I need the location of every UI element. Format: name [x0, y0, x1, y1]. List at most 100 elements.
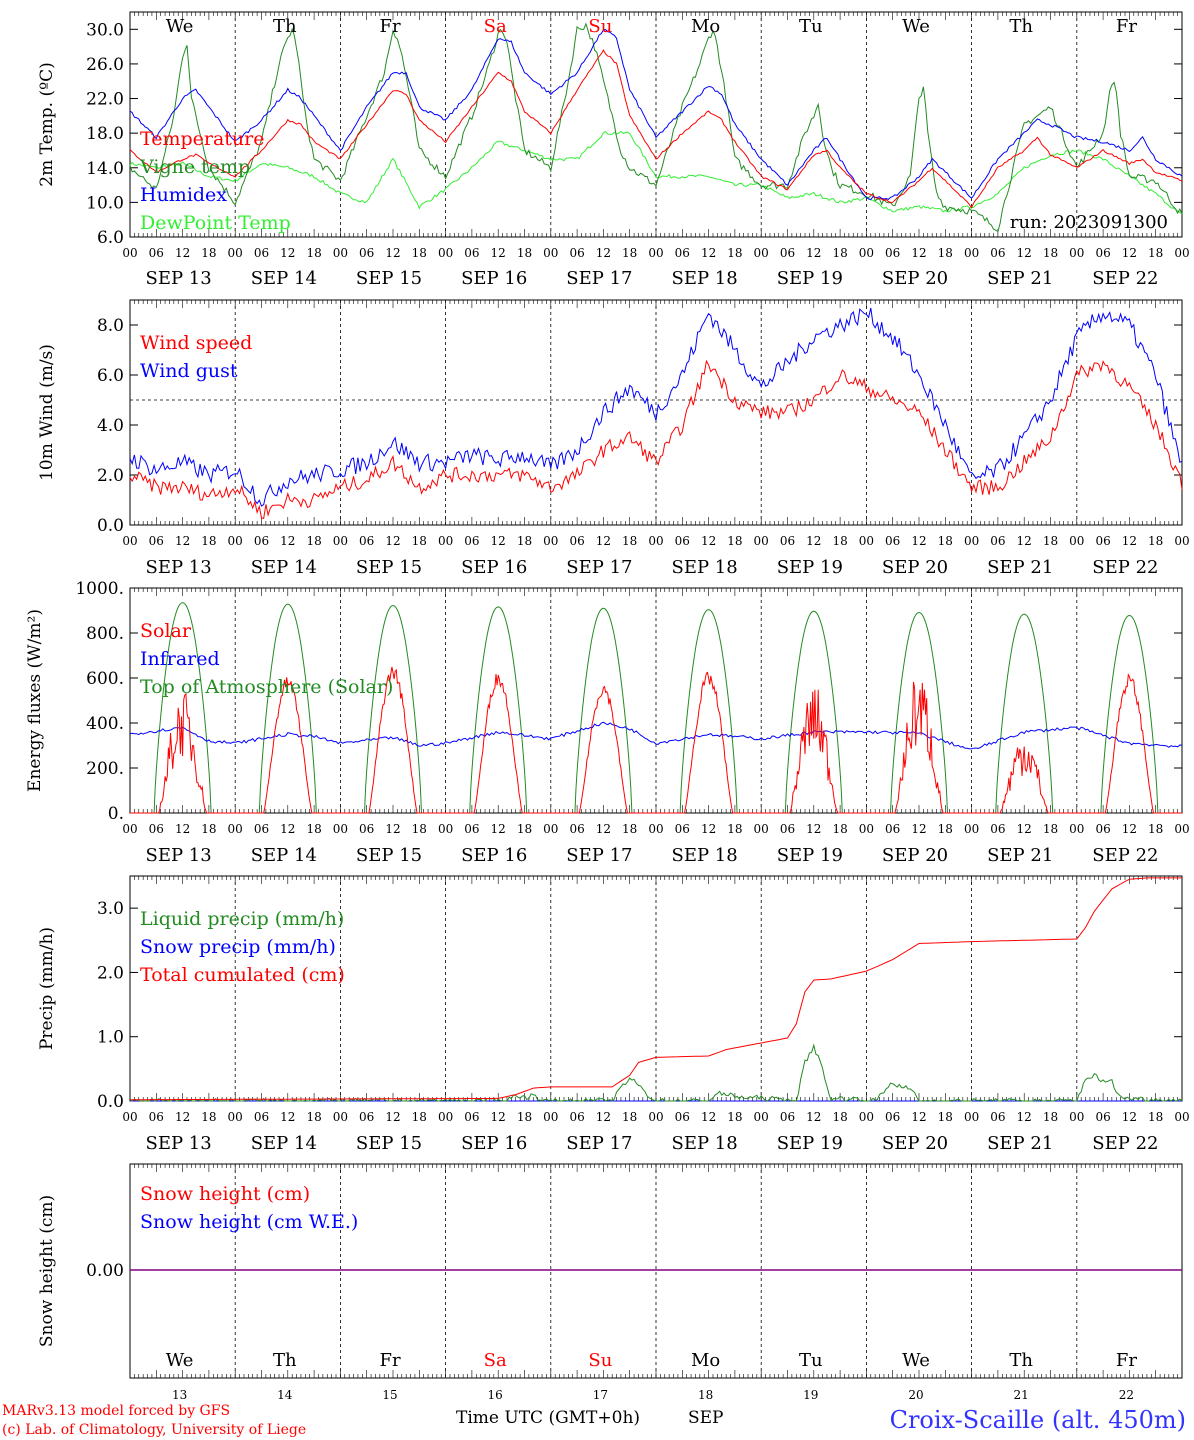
hour-tick-label: 00 [1069, 1110, 1084, 1124]
hour-tick-label: 00 [648, 1110, 663, 1124]
hour-tick-label: 12 [701, 822, 716, 836]
hour-tick-label: 00 [1069, 534, 1084, 548]
hour-tick-label: 06 [990, 534, 1005, 548]
hour-tick-label: 00 [1069, 246, 1084, 260]
date-label: SEP 14 [251, 268, 317, 289]
hour-tick-label: 00 [754, 822, 769, 836]
hour-tick-label: 18 [832, 822, 847, 836]
hour-tick-label: 06 [149, 534, 164, 548]
date-label: SEP 16 [461, 845, 527, 866]
hour-tick-label: 06 [675, 822, 690, 836]
y-tick-label: 4.0 [97, 416, 124, 436]
hour-tick-label: 06 [254, 822, 269, 836]
hour-tick-label: 06 [464, 534, 479, 548]
total-cumulated-line [130, 877, 1182, 1101]
hour-tick-label: 18 [1043, 1110, 1058, 1124]
hour-tick-label: 18 [727, 246, 742, 260]
hour-tick-label: 18 [517, 246, 532, 260]
date-label: SEP 20 [882, 1133, 948, 1154]
date-label: SEP 13 [145, 1133, 211, 1154]
month-label: SEP [688, 1408, 724, 1428]
wind-gust-line [129, 307, 1183, 507]
hour-tick-label: 12 [806, 1110, 821, 1124]
weekday-label: Th [1009, 16, 1033, 37]
date-label: SEP 13 [145, 557, 211, 578]
date-label: SEP 22 [1092, 557, 1158, 578]
hour-tick-label: 00 [438, 1110, 453, 1124]
hour-tick-label: 12 [806, 246, 821, 260]
hour-tick-label: 00 [859, 246, 874, 260]
hour-tick-label: 06 [149, 822, 164, 836]
weekday-label: Fr [379, 1350, 400, 1371]
hour-tick-label: 12 [596, 246, 611, 260]
hour-tick-label: 06 [254, 534, 269, 548]
date-label: SEP 18 [671, 845, 737, 866]
hour-tick-label: 06 [359, 1110, 374, 1124]
y-tick-label: 1.0 [97, 1028, 124, 1048]
hour-tick-label: 06 [359, 822, 374, 836]
hour-tick-label: 12 [596, 822, 611, 836]
hour-tick-label: 18 [832, 246, 847, 260]
legend-entry: Top of Atmosphere (Solar) [140, 676, 393, 698]
hour-tick-label: 18 [727, 1110, 742, 1124]
hour-tick-label: 18 [938, 1110, 953, 1124]
hour-tick-label: 18 [938, 534, 953, 548]
hour-tick-label: 00 [333, 246, 348, 260]
hour-tick-label: 18 [1043, 822, 1058, 836]
hour-tick-label: 12 [701, 1110, 716, 1124]
hour-tick-label: 12 [385, 246, 400, 260]
date-label: SEP 15 [356, 268, 422, 289]
date-label: SEP 22 [1092, 1133, 1158, 1154]
hour-tick-label: 18 [201, 246, 216, 260]
date-number-label: 17 [593, 1388, 608, 1402]
hour-tick-label: 18 [412, 1110, 427, 1124]
hour-tick-label: 06 [990, 1110, 1005, 1124]
date-number-label: 19 [803, 1388, 818, 1402]
date-label: SEP 20 [882, 268, 948, 289]
hour-tick-label: 06 [254, 246, 269, 260]
hour-tick-label: 18 [622, 534, 637, 548]
hour-tick-label: 06 [569, 246, 584, 260]
hour-tick-label: 00 [122, 822, 137, 836]
legend-entry: Temperature [140, 128, 264, 150]
date-label: SEP 22 [1092, 845, 1158, 866]
date-label: SEP 17 [566, 845, 632, 866]
y-axis-label: 10m Wind (m/s) [37, 344, 57, 481]
chart-labels: 00 06 12 18 00 06 12 18 00 06 12 18 00 06 12 18 00 06 12 18… [25, 16, 1190, 1402]
date-label: SEP 21 [987, 557, 1053, 578]
hour-tick-label: 12 [491, 822, 506, 836]
date-number-label: 22 [1119, 1388, 1134, 1402]
hour-tick-label: 18 [622, 822, 637, 836]
hour-tick-label: 12 [280, 534, 295, 548]
hour-tick-label: 12 [280, 1110, 295, 1124]
weekday-label: Mo [691, 1350, 720, 1371]
legend-entry: Solar [140, 620, 192, 642]
weekday-label: Tu [799, 1350, 823, 1371]
hour-tick-label: 12 [911, 246, 926, 260]
hour-tick-label: 18 [727, 822, 742, 836]
hour-tick-label: 18 [412, 246, 427, 260]
date-label: SEP 19 [777, 268, 843, 289]
hour-tick-label: 18 [306, 534, 321, 548]
legend-entry: Vigne temp [139, 156, 250, 178]
date-label: SEP 16 [461, 268, 527, 289]
hour-tick-label: 06 [569, 534, 584, 548]
date-number-label: 16 [488, 1388, 503, 1402]
hour-tick-label: 00 [1069, 822, 1084, 836]
liquid-precip-line [129, 1043, 1183, 1102]
hour-tick-label: 06 [885, 822, 900, 836]
weekday-label: Th [273, 1350, 297, 1371]
hour-tick-label: 00 [859, 534, 874, 548]
y-tick-label: 0.0 [97, 516, 124, 536]
hour-tick-label: 00 [333, 1110, 348, 1124]
hour-tick-label: 12 [1122, 1110, 1137, 1124]
hour-tick-label: 12 [596, 1110, 611, 1124]
hour-tick-label: 06 [990, 822, 1005, 836]
date-label: SEP 17 [566, 1133, 632, 1154]
hour-tick-label: 00 [543, 1110, 558, 1124]
weekday-label: We [166, 16, 194, 37]
chart-marks [129, 22, 1183, 1271]
hour-tick-label: 06 [675, 246, 690, 260]
hour-tick-label: 00 [754, 1110, 769, 1124]
hour-tick-label: 00 [122, 1110, 137, 1124]
